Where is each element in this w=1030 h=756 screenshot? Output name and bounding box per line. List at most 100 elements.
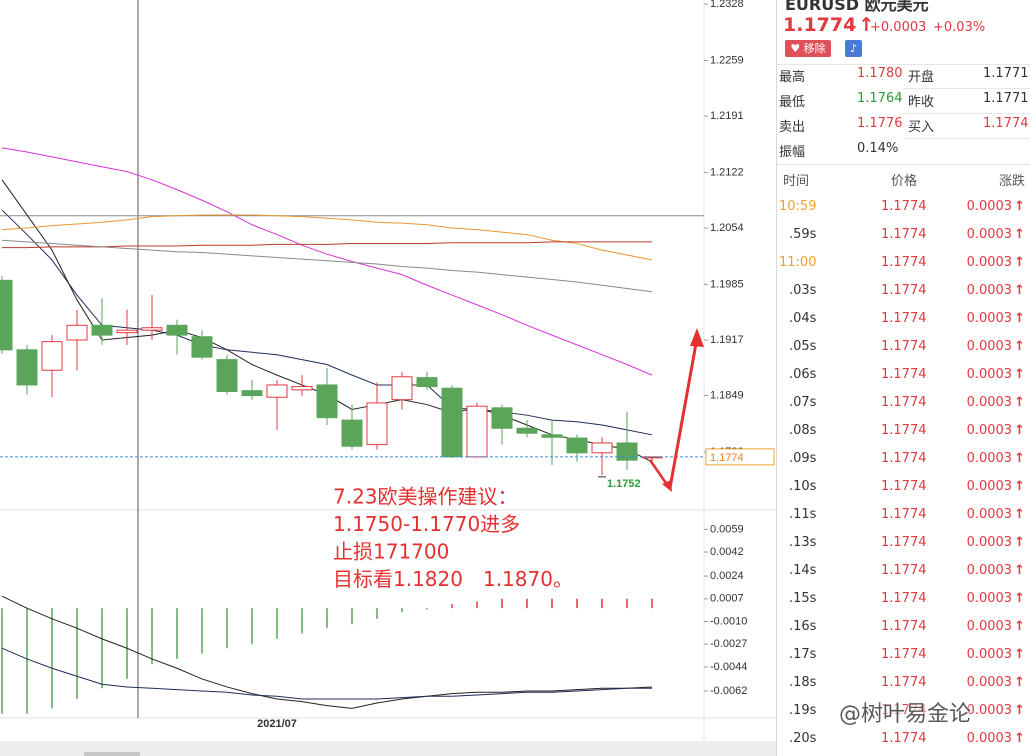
indicator-line [1, 595, 653, 709]
tick-change: 0.0003 [967, 591, 1025, 606]
candle-body [591, 442, 613, 454]
candle-body [191, 336, 213, 358]
y-tick-label: 0.0007 [710, 593, 744, 605]
tick-change: 0.0003 [967, 311, 1025, 326]
candle-body [16, 349, 38, 386]
tick-change: 0.0003 [967, 367, 1025, 382]
annotation-text: 1.1750-1.1770进多 [333, 512, 520, 536]
tick-change: 0.0003 [967, 563, 1025, 578]
y-tick-label: 1.1917 [710, 334, 744, 346]
separator [777, 64, 1030, 65]
candle-body [566, 437, 588, 454]
stat-label: 卖出 [779, 120, 806, 135]
indicator-line [1, 647, 652, 700]
scrollbar[interactable] [0, 741, 776, 756]
candle-body [216, 359, 238, 392]
tick-time: .14s [789, 563, 817, 578]
stat-value: 1.1771 [983, 66, 1029, 81]
chart: 1.2328 1.2259 1.2191 1.2122 1.2054 1.1985 1.19… [0, 0, 776, 756]
tick-time: 10:59 [779, 199, 817, 214]
stat-label: 开盘 [908, 70, 935, 85]
tick-price: 1.1774 [881, 339, 927, 354]
arrow-head [662, 480, 672, 492]
tick-change: 0.0003 [967, 199, 1025, 214]
macd-bar [526, 598, 528, 609]
alert-button[interactable]: ♪ [845, 40, 862, 57]
indicator-line [1, 239, 653, 293]
candle-body [41, 341, 63, 371]
candle-body [466, 405, 488, 458]
candle-body [616, 442, 638, 461]
tick-time: .07s [789, 395, 817, 410]
candle-body [416, 377, 438, 388]
tick-price: 1.1774 [881, 591, 927, 606]
y-tick-label: 1.2191 [710, 110, 744, 122]
arrow-down [648, 459, 670, 487]
tick-change: 0.0003 [967, 675, 1025, 690]
tick-price: 1.1774 [881, 675, 927, 690]
tick-price: 1.1774 [881, 283, 927, 298]
tick-change: 0.0003 [967, 423, 1025, 438]
indicator-line [1, 214, 653, 261]
remove-label: 移除 [803, 42, 826, 55]
macd-bar [651, 598, 653, 609]
macd-bar [426, 608, 428, 610]
stat-label: 振幅 [779, 145, 806, 160]
tick-time: .11s [789, 507, 817, 522]
tick-price: 1.1774 [881, 227, 927, 242]
tick-change: 0.0003 [967, 731, 1025, 746]
tick-change: 0.0003 [967, 507, 1025, 522]
separator [903, 113, 1030, 114]
arrow-head [690, 328, 704, 347]
candle-body [166, 324, 188, 336]
y-tick-label: 1.2259 [710, 54, 744, 66]
macd-bar [251, 608, 253, 645]
tick-time: .06s [789, 367, 817, 382]
candle-body [91, 324, 113, 336]
candle-body [391, 376, 413, 401]
candle-body [341, 419, 363, 447]
tick-price: 1.1774 [881, 423, 927, 438]
candle-body [541, 434, 563, 438]
candle-body [441, 387, 463, 458]
tick-price: 1.1774 [881, 395, 927, 410]
tick-price: 1.1774 [881, 731, 927, 746]
stat-label: 买入 [908, 120, 935, 135]
tick-price: 1.1774 [881, 451, 927, 466]
stat-value: 1.1764 [857, 91, 903, 106]
tick-time: .15s [789, 591, 817, 606]
macd-bar [576, 598, 578, 609]
indicator-line [2, 241, 652, 249]
macd-bar [226, 608, 228, 649]
macd-bar [151, 608, 153, 665]
stat-value: 1.1771 [983, 91, 1029, 106]
tick-time: .05s [789, 339, 817, 354]
watermark: @树叶易金论 [839, 702, 972, 727]
tick-time: .03s [789, 283, 817, 298]
scroll-thumb[interactable] [84, 752, 140, 756]
macd-bar [626, 598, 628, 609]
macd-bar [501, 598, 503, 609]
macd-bar [451, 604, 453, 609]
y-tick-label: 0.0059 [710, 523, 744, 535]
y-tick-label: 1.1849 [710, 389, 744, 401]
symbol: EURUSD 欧元美元 [785, 0, 929, 14]
macd-bar [26, 608, 28, 714]
macd-bar [76, 608, 78, 699]
remove-button[interactable]: ♥ 移除 [785, 40, 831, 57]
macd-bar [51, 608, 53, 709]
tick-change: 0.0003 [967, 255, 1025, 270]
y-tick-label: -0.0062 [710, 685, 747, 697]
y-tick-label: 1.2328 [710, 0, 744, 10]
candle-body [241, 390, 263, 397]
tick-time: .18s [789, 675, 817, 690]
separator [777, 164, 1030, 165]
stat-value: 0.14% [857, 141, 899, 156]
last-price-label: 1.1774 [710, 452, 744, 464]
y-tick-label: 1.2122 [710, 166, 744, 178]
tick-time: .04s [789, 311, 817, 326]
tick-change: 0.0003 [967, 395, 1025, 410]
macd-bar [401, 608, 403, 613]
